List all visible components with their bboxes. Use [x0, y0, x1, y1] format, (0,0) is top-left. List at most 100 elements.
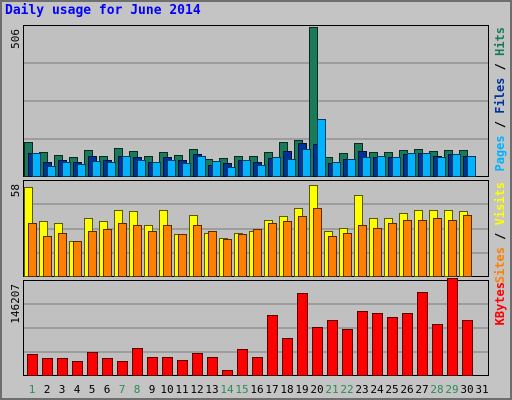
legend-panel-1: Pages / Files / Hits [493, 27, 507, 172]
x-axis-day-label-27: 27 [415, 383, 428, 396]
bar-sites-day-10 [163, 225, 172, 277]
bar-sites-day-15 [238, 234, 247, 277]
bar-sites-day-13 [208, 231, 217, 277]
y-axis-max-label: 58 [9, 184, 22, 197]
bar-pages-day-5 [92, 161, 101, 177]
x-axis-day-label-12: 12 [190, 383, 203, 396]
bar-kbytes-day-28 [432, 324, 443, 376]
legend-item-hits: Hits [493, 27, 507, 56]
x-axis-day-label-29: 29 [445, 383, 458, 396]
x-axis-day-label-11: 11 [175, 383, 188, 396]
bar-sites-day-4 [73, 241, 82, 277]
x-axis-day-label-14: 14 [220, 383, 234, 396]
bar-kbytes-day-4 [72, 361, 83, 376]
x-axis-day-label-17: 17 [265, 383, 278, 396]
bar-kbytes-day-2 [42, 358, 53, 376]
x-axis-day-label-15: 15 [235, 383, 248, 396]
bar-sites-day-7 [118, 223, 127, 277]
bar-kbytes-day-9 [147, 357, 158, 376]
bar-pages-day-23 [362, 157, 371, 177]
bar-kbytes-day-22 [342, 329, 353, 376]
bar-pages-day-25 [392, 157, 401, 177]
x-axis-day-label-3: 3 [59, 383, 66, 396]
bar-sites-day-3 [58, 233, 67, 277]
bar-kbytes-day-30 [462, 320, 473, 376]
bar-kbytes-day-13 [207, 357, 218, 376]
x-axis-day-label-13: 13 [205, 383, 218, 396]
x-axis-day-label-2: 2 [44, 383, 51, 396]
bar-pages-day-12 [197, 156, 206, 177]
bar-kbytes-day-6 [102, 358, 113, 376]
bar-sites-day-8 [133, 225, 142, 277]
bar-pages-day-20 [317, 119, 326, 177]
bar-kbytes-day-15 [237, 349, 248, 376]
bar-sites-day-23 [358, 225, 367, 277]
bar-pages-day-7 [122, 156, 131, 177]
bar-sites-day-28 [433, 218, 442, 277]
bar-sites-day-20 [313, 208, 322, 277]
x-axis-day-label-8: 8 [134, 383, 141, 396]
bar-sites-day-22 [343, 233, 352, 277]
x-axis-day-label-7: 7 [119, 383, 126, 396]
bar-pages-day-11 [182, 163, 191, 177]
bar-kbytes-day-21 [327, 320, 338, 376]
bar-pages-day-15 [242, 160, 251, 177]
bar-sites-day-30 [463, 215, 472, 277]
bar-pages-day-13 [212, 161, 221, 177]
bar-pages-day-6 [107, 162, 116, 177]
bar-kbytes-day-29 [447, 278, 458, 376]
bar-kbytes-day-20 [312, 327, 323, 376]
bar-sites-day-12 [193, 225, 202, 277]
bar-kbytes-day-16 [252, 357, 263, 376]
x-axis-day-label-4: 4 [74, 383, 81, 396]
bar-kbytes-day-11 [177, 360, 188, 376]
bar-sites-day-26 [403, 220, 412, 277]
bar-kbytes-day-8 [132, 348, 143, 376]
bar-sites-day-9 [148, 231, 157, 277]
x-axis-day-label-24: 24 [370, 383, 384, 396]
legend-item-visits: Visits [493, 182, 507, 225]
bar-pages-day-22 [347, 159, 356, 177]
bar-sites-day-2 [43, 236, 52, 277]
x-axis-day-label-31: 31 [475, 383, 488, 396]
x-axis-day-label-10: 10 [160, 383, 173, 396]
bar-sites-day-21 [328, 236, 337, 277]
bar-pages-day-10 [167, 160, 176, 177]
x-axis-day-label-1: 1 [29, 383, 36, 396]
x-axis-day-label-19: 19 [295, 383, 308, 396]
legend-separator: / [493, 114, 507, 136]
bar-pages-day-14 [227, 167, 236, 177]
bar-pages-day-8 [137, 160, 146, 177]
bar-sites-day-27 [418, 220, 427, 277]
x-axis-day-label-6: 6 [104, 383, 111, 396]
x-axis-day-label-22: 22 [340, 383, 353, 396]
bar-kbytes-day-12 [192, 353, 203, 376]
y-axis-max-label: 506 [9, 29, 22, 49]
bar-sites-day-29 [448, 220, 457, 277]
bar-pages-day-2 [47, 166, 56, 177]
bar-sites-day-1 [28, 223, 37, 277]
legend-item-files: Files [493, 78, 507, 114]
x-axis-day-label-9: 9 [149, 383, 156, 396]
bar-kbytes-day-5 [87, 352, 98, 376]
bar-pages-day-16 [257, 165, 266, 177]
bar-sites-day-11 [178, 234, 187, 277]
x-axis-day-label-18: 18 [280, 383, 293, 396]
bar-pages-day-4 [77, 164, 86, 177]
x-axis-day-label-20: 20 [310, 383, 323, 396]
chart-title: Daily usage for June 2014 [5, 3, 201, 18]
bar-pages-day-1 [32, 153, 41, 177]
legend-item-kbytes: KBytes [493, 282, 507, 325]
bar-kbytes-day-1 [27, 354, 38, 376]
bar-sites-day-24 [373, 228, 382, 277]
bar-kbytes-day-10 [162, 357, 173, 376]
bar-pages-day-17 [272, 157, 281, 177]
bar-kbytes-day-25 [387, 317, 398, 376]
bar-kbytes-day-27 [417, 292, 428, 376]
x-axis-day-label-25: 25 [385, 383, 398, 396]
x-axis-day-label-21: 21 [325, 383, 338, 396]
bar-sites-day-18 [283, 221, 292, 277]
bar-sites-day-25 [388, 223, 397, 277]
y-axis-max-label: 146207 [9, 284, 22, 324]
legend-item-pages: Pages [493, 135, 507, 171]
